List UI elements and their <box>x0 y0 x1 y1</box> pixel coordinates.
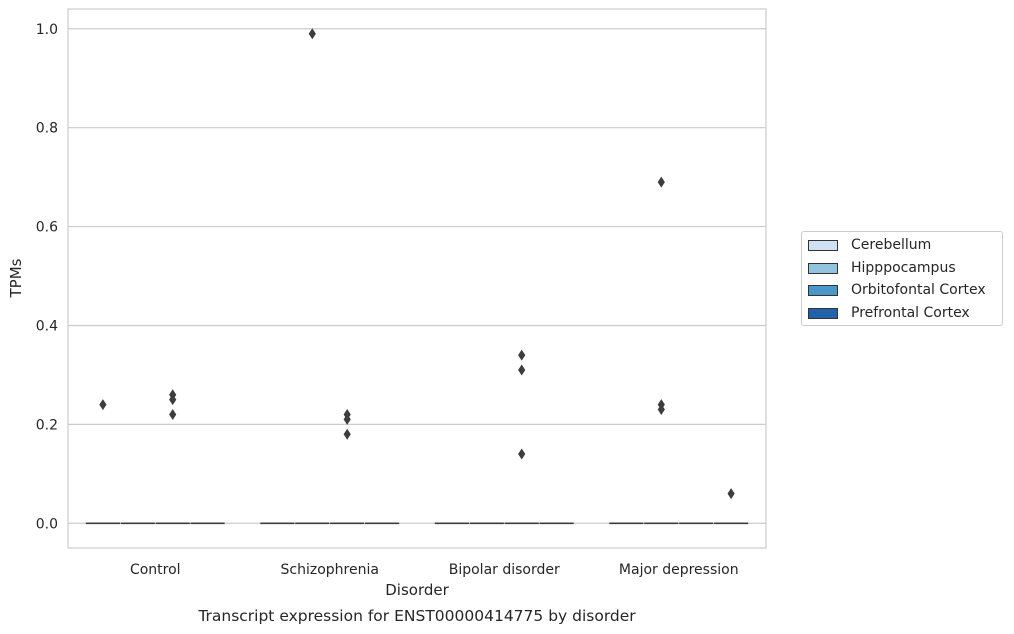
legend-label-hippocampus: Hipppocampus <box>851 260 956 276</box>
outlier-point <box>99 399 107 411</box>
chart-title: Transcript expression for ENST0000041477… <box>197 607 636 625</box>
outlier-point <box>657 176 665 188</box>
x-tick-label: Control <box>130 562 181 578</box>
legend-item-hippocampus: Hipppocampus <box>808 258 956 278</box>
legend-swatch-cerebellum <box>808 239 838 251</box>
legend-label-orbitofrontal: Orbitofontal Cortex <box>851 282 986 298</box>
outlier-point <box>727 488 735 500</box>
legend-swatch-orbitofrontal <box>808 284 838 296</box>
x-tick-label: Major depression <box>619 562 739 578</box>
plot-frame <box>67 8 767 549</box>
x-tick-label: Bipolar disorder <box>449 562 560 578</box>
y-tick-label: 0.2 <box>36 417 58 433</box>
y-tick-labels: 0.0 0.2 0.4 0.6 0.8 1.0 <box>36 22 58 532</box>
legend-label-cerebellum: Cerebellum <box>851 237 932 253</box>
outlier-point <box>169 394 177 406</box>
legend: Cerebellum Hipppocampus Orbitofontal Cor… <box>801 231 1003 326</box>
legend-label-prefrontal: Prefrontal Cortex <box>851 305 970 321</box>
outlier-point <box>343 428 351 440</box>
legend-swatch-hippocampus <box>808 262 838 274</box>
y-tick-label: 0.8 <box>36 121 58 137</box>
outlier-point <box>657 404 665 416</box>
outlier-points <box>99 28 735 500</box>
y-tick-label: 0.0 <box>36 516 58 532</box>
outlier-point <box>308 28 316 40</box>
y-tick-label: 0.6 <box>36 220 58 236</box>
legend-swatch-prefrontal <box>808 307 838 319</box>
grid-lines <box>68 28 766 524</box>
legend-item-cerebellum: Cerebellum <box>808 235 931 255</box>
y-tick-label: 0.4 <box>36 318 58 334</box>
outlier-point <box>169 408 177 420</box>
y-axis-label: TPMs <box>7 258 25 298</box>
outlier-point <box>518 448 526 460</box>
x-axis-label: Disorder <box>385 581 449 599</box>
legend-item-prefrontal: Prefrontal Cortex <box>808 303 970 323</box>
outlier-point <box>518 349 526 361</box>
x-tick-label: Schizophrenia <box>281 562 379 578</box>
y-tick-label: 1.0 <box>36 22 58 38</box>
outlier-point <box>343 413 351 425</box>
x-tick-labels: Control Schizophrenia Bipolar disorder Majo… <box>130 562 739 578</box>
outlier-point <box>518 364 526 376</box>
legend-item-orbitofrontal: Orbitofontal Cortex <box>808 280 986 300</box>
